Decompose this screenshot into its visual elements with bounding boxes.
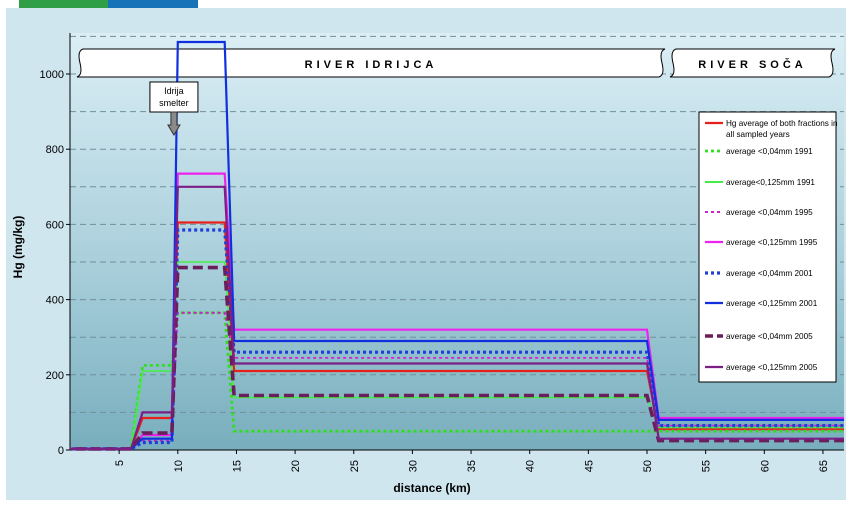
y-axis-label: Hg (mg/kg): [11, 216, 25, 279]
river-soca-banner: RIVER SOČA: [669, 48, 836, 78]
smelter-arrow-icon: [167, 111, 181, 136]
x-tick-label: 10: [173, 460, 185, 472]
legend-label-6: average <0,04mm 2001: [726, 269, 813, 278]
legend-label-line: all sampled years: [726, 130, 790, 139]
river-idrijca-banner: RIVER IDRIJCA: [76, 48, 666, 78]
y-tick-label: 200: [46, 370, 64, 382]
legend-label-2: average <0,04mm 1991: [726, 147, 813, 156]
x-tick-label: 35: [466, 460, 478, 472]
river-idrijca-banner-label: RIVER IDRIJCA: [305, 59, 438, 71]
legend-label-1: Hg average of both fractions in all sampl…: [726, 119, 838, 139]
river-soca-banner-shape: [669, 48, 836, 78]
smelter-callout-box: [149, 81, 199, 113]
y-tick-label: 400: [46, 295, 64, 307]
smelter-callout-text: Idrija: [164, 86, 184, 96]
y-tick-label: 800: [46, 144, 64, 156]
x-tick-label: 55: [701, 460, 713, 472]
x-tick-label: 60: [759, 460, 771, 472]
x-tick-label: 45: [583, 460, 595, 472]
smelter-callout-text: smelter: [159, 98, 189, 108]
x-tick-label: 5: [114, 460, 126, 466]
legend-label-9: average <0,125mm 2005: [726, 363, 818, 372]
x-tick-label: 30: [407, 460, 419, 472]
legend-label-7: average <0,125mm 2001: [726, 299, 818, 308]
y-tick-label: 600: [46, 219, 64, 231]
series-line-4: [70, 311, 844, 450]
legend-label-line: Hg average of both fractions in: [726, 119, 838, 128]
river-soca-banner-label: RIVER SOČA: [698, 58, 806, 71]
x-tick-label: 65: [818, 460, 830, 472]
series-line-6: [70, 228, 844, 451]
legend-label-4: average <0,04mm 1995: [726, 208, 813, 217]
x-tick-label: 20: [290, 460, 302, 472]
x-tick-label: 15: [231, 460, 243, 472]
river-idrijca-banner-shape: [76, 48, 666, 78]
legend-label-8: average <0,04mm 2005: [726, 332, 813, 341]
series-line-9: [70, 185, 844, 450]
series-line-8: [70, 265, 844, 451]
legend-label-3: average<0,125mm 1991: [726, 178, 815, 187]
x-tick-label: 25: [349, 460, 361, 472]
header-accent-blue: [108, 0, 198, 8]
y-tick-label: 1000: [40, 69, 64, 81]
legend-label-5: average <0,125mm 1995: [726, 238, 818, 247]
x-tick-label: 50: [642, 460, 654, 472]
header-accent-green: [19, 0, 108, 8]
y-tick-label: 0: [58, 445, 64, 457]
x-axis-label: distance (km): [393, 481, 470, 495]
x-tick-label: 40: [525, 460, 537, 472]
